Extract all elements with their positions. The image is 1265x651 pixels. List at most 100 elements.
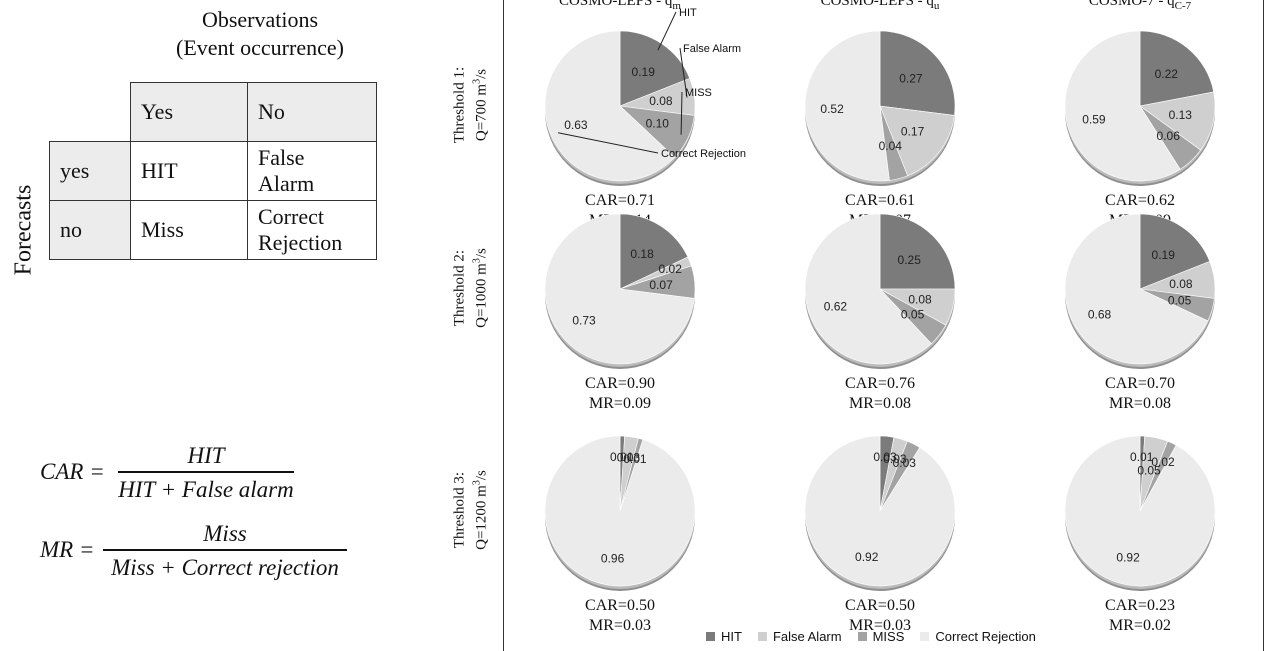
row-label: Threshold 2: Q=1000 m3/s — [441, 193, 501, 383]
car-value: CAR=0.61 — [845, 192, 915, 209]
car-value: CAR=0.76 — [845, 375, 915, 392]
legend-item: Correct Rejection — [920, 629, 1036, 644]
cell-miss: Miss — [130, 200, 248, 260]
legend-swatch — [920, 632, 930, 641]
row-label-superscript: 3 — [471, 480, 483, 486]
mr-numerator: Miss — [203, 521, 247, 546]
row-header-no: no — [49, 200, 131, 260]
pie-stats: CAR=0.50 MR=0.03 — [550, 596, 690, 636]
mr-value: MR=0.02 — [1109, 617, 1171, 634]
chart-legend: HIT False Alarm MISS Correct Rejection — [706, 629, 1036, 644]
row-label-line1: Threshold 3: — [451, 471, 468, 549]
column-title: COSMO-7 - qC-7 — [1040, 0, 1240, 12]
car-fraction-bar — [118, 471, 294, 473]
car-value: CAR=0.50 — [585, 597, 655, 614]
legend-item: MISS — [857, 629, 905, 644]
legend-label: MISS — [872, 629, 905, 644]
pie-stats: CAR=0.90 MR=0.09 — [550, 374, 690, 414]
correct-rejection-line2: Rejection — [258, 230, 343, 255]
row-label-text: Threshold 1: Q=700 m3/s — [452, 67, 491, 143]
pie-stats: CAR=0.62 MR=0.09 — [1070, 191, 1210, 231]
row-label-line2: Q=700 m3/s — [469, 67, 491, 143]
row-label-prefix: Q=1200 m — [473, 485, 490, 550]
column-title-prefix: COSMO-7 - q — [1088, 0, 1175, 9]
row-label: Threshold 1: Q=700 m3/s — [441, 10, 501, 200]
legend-item: HIT — [706, 629, 742, 644]
car-value: CAR=0.50 — [845, 597, 915, 614]
mr-value: MR=0.14 — [589, 212, 651, 229]
pie-stats: CAR=0.50 MR=0.03 — [810, 596, 950, 636]
mr-value: MR=0.08 — [849, 395, 911, 412]
mr-value: MR=0.08 — [1109, 395, 1171, 412]
row-label-line2: Q=1000 m3/s — [469, 248, 491, 328]
mr-value: MR=0.09 — [1109, 212, 1171, 229]
column-title-subscript: C-7 — [1174, 0, 1192, 12]
correct-rejection-line1: Correct — [258, 204, 324, 229]
row-label-line2: Q=1200 m3/s — [469, 470, 491, 550]
car-denominator: HIT + False alarm — [118, 477, 294, 502]
mr-lhs: MR = — [40, 537, 95, 562]
car-numerator: HIT — [187, 443, 225, 468]
mr-fraction-bar — [103, 549, 347, 551]
column-title-subscript: m — [672, 0, 681, 12]
legend-label: HIT — [721, 629, 742, 644]
mr-value: MR=0.03 — [589, 617, 651, 634]
row-label-superscript: 3 — [471, 258, 483, 264]
row-label: Threshold 3: Q=1200 m3/s — [441, 415, 501, 605]
legend-item: False Alarm — [757, 629, 842, 644]
row-label-prefix: Q=700 m — [473, 83, 490, 142]
column-title: COSMO-LEPS - qu — [780, 0, 980, 12]
legend-swatch — [706, 632, 715, 641]
row-label-text: Threshold 3: Q=1200 m3/s — [452, 470, 491, 550]
mr-denominator: Miss + Correct rejection — [111, 555, 339, 580]
table-row-yes: yes HIT False Alarm — [49, 141, 377, 201]
mr-value: MR=0.07 — [849, 212, 911, 229]
row-label-text: Threshold 2: Q=1000 m3/s — [452, 248, 491, 328]
row-label-suffix: /s — [473, 248, 490, 259]
cell-hit: HIT — [130, 141, 248, 201]
forecasts-text: Forecasts — [10, 184, 37, 276]
row-label-line1: Threshold 2: — [451, 249, 468, 327]
car-value: CAR=0.90 — [585, 375, 655, 392]
blank-cell — [49, 82, 131, 142]
cell-false-alarm: False Alarm — [247, 141, 377, 201]
car-value: CAR=0.71 — [585, 192, 655, 209]
cell-correct-rejection: Correct Rejection — [247, 200, 377, 260]
pie-stats: CAR=0.71 MR=0.14 — [550, 191, 690, 231]
observations-title: Observations (Event occurrence) — [130, 6, 390, 62]
column-title-subscript: u — [933, 0, 940, 12]
column-title: COSMO-LEPS - qm — [520, 0, 720, 12]
false-alarm-line2: Alarm — [258, 171, 315, 196]
mr-value: MR=0.09 — [589, 395, 651, 412]
row-label-suffix: /s — [473, 470, 490, 481]
mr-value: MR=0.03 — [849, 617, 911, 634]
row-label-suffix: /s — [473, 68, 490, 79]
forecasts-label: Forecasts — [0, 160, 48, 300]
pie-chart-panel — [503, 0, 1264, 651]
legend-label: Correct Rejection — [935, 629, 1036, 644]
contingency-table: Yes No yes HIT False Alarm no Miss Corre… — [49, 82, 377, 260]
legend-label: False Alarm — [772, 629, 842, 644]
table-row-no: no Miss Correct Rejection — [49, 200, 377, 260]
observations-line1: Observations — [201, 7, 319, 32]
row-header-yes: yes — [49, 141, 131, 201]
column-title-prefix: COSMO-LEPS - q — [559, 0, 673, 9]
col-header-no: No — [247, 82, 377, 142]
pie-stats: CAR=0.76 MR=0.08 — [810, 374, 950, 414]
pie-stats: CAR=0.23 MR=0.02 — [1070, 596, 1210, 636]
car-value: CAR=0.70 — [1105, 375, 1175, 392]
legend-swatch — [857, 632, 867, 641]
pie-stats: CAR=0.70 MR=0.08 — [1070, 374, 1210, 414]
column-title-prefix: COSMO-LEPS - q — [820, 0, 934, 9]
row-label-line1: Threshold 1: — [451, 66, 468, 144]
col-header-yes: Yes — [130, 82, 248, 142]
table-header-row: Yes No — [49, 82, 377, 142]
car-value: CAR=0.62 — [1105, 192, 1175, 209]
row-label-superscript: 3 — [471, 78, 483, 84]
car-value: CAR=0.23 — [1105, 597, 1175, 614]
legend-swatch — [757, 632, 767, 641]
observations-line2: (Event occurrence) — [176, 35, 344, 60]
false-alarm-line1: False — [258, 145, 305, 170]
pie-stats: CAR=0.61 MR=0.07 — [810, 191, 950, 231]
row-label-prefix: Q=1000 m — [473, 263, 490, 328]
